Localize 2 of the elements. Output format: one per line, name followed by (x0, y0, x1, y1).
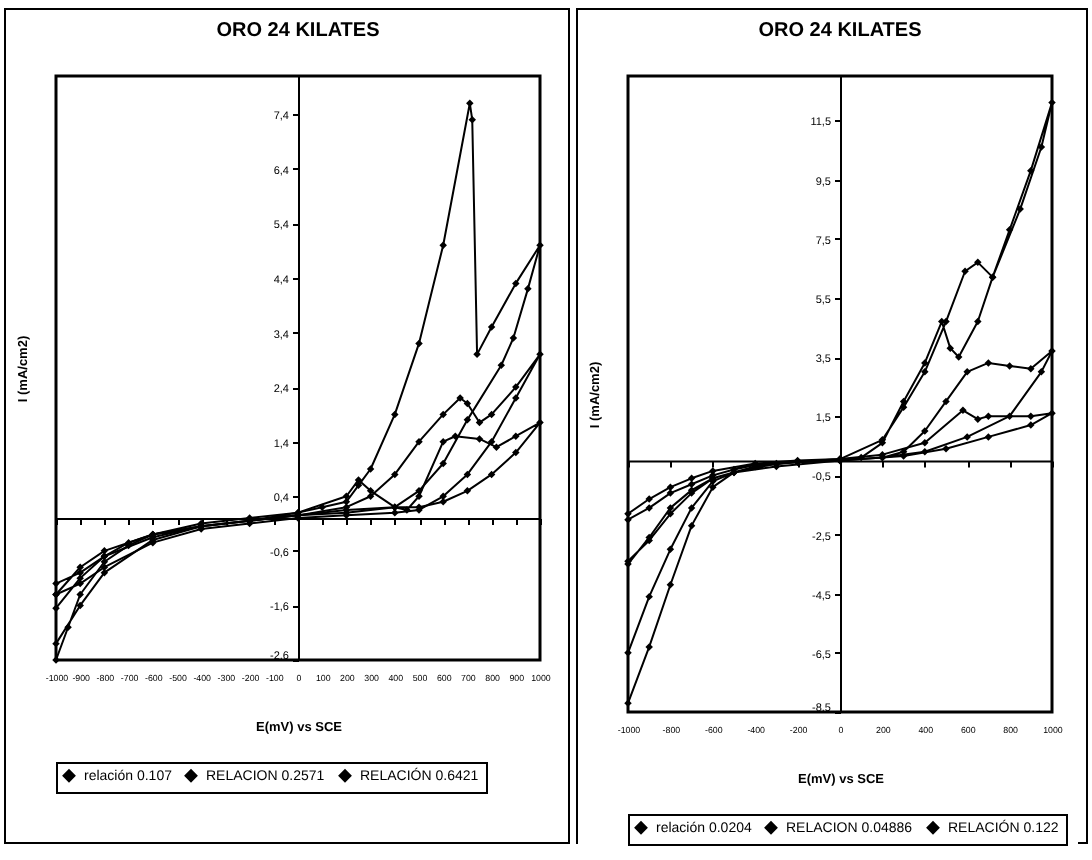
chart-title: ORO 24 KILATES (758, 20, 923, 42)
chart-title: ORO 24 KILATES (216, 20, 381, 42)
